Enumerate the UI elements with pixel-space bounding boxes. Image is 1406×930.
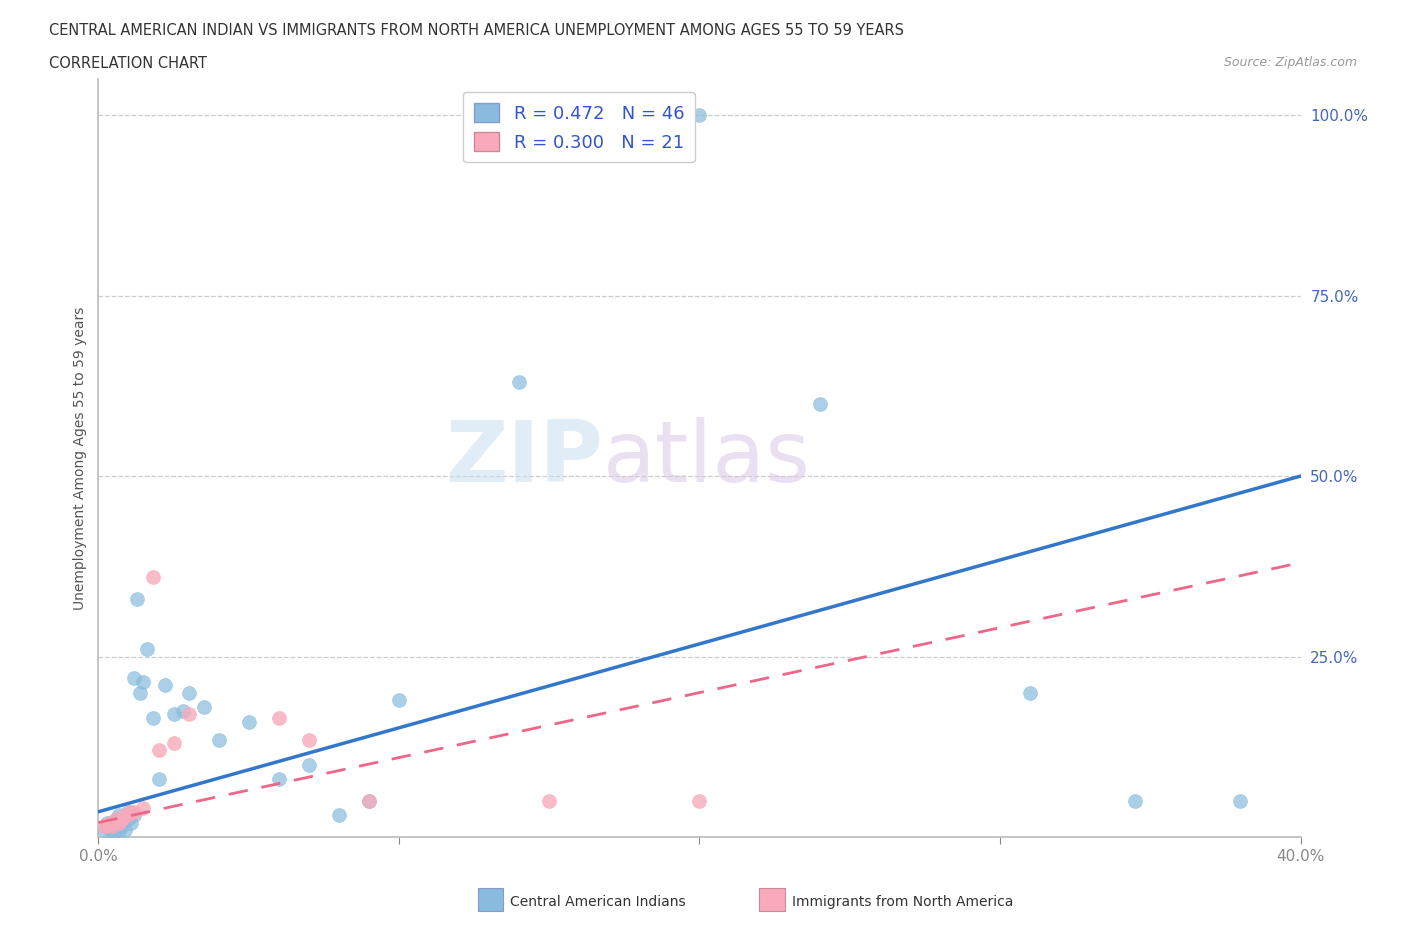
Point [328, 808, 350, 823]
Point [508, 375, 530, 390]
Point [124, 671, 146, 685]
Point [114, 808, 136, 823]
Point [177, 707, 200, 722]
Point [172, 703, 194, 718]
Point [117, 804, 139, 819]
Point [124, 808, 146, 823]
Point [177, 685, 200, 700]
Point [108, 822, 131, 837]
Point [148, 772, 170, 787]
Legend: R = 0.472   N = 46, R = 0.300   N = 21: R = 0.472 N = 46, R = 0.300 N = 21 [463, 92, 696, 163]
Point [124, 804, 146, 819]
Text: ZIP: ZIP [446, 417, 603, 499]
Point [105, 818, 128, 833]
Point [121, 815, 143, 830]
Y-axis label: Unemployment Among Ages 55 to 59 years: Unemployment Among Ages 55 to 59 years [73, 306, 87, 610]
Point [93, 822, 115, 837]
Point [298, 732, 321, 747]
Point [96, 818, 118, 833]
Point [96, 818, 118, 833]
Text: CENTRAL AMERICAN INDIAN VS IMMIGRANTS FROM NORTH AMERICA UNEMPLOYMENT AMONG AGES: CENTRAL AMERICAN INDIAN VS IMMIGRANTS FR… [49, 23, 904, 38]
Point [1229, 793, 1251, 808]
Point [689, 108, 711, 123]
Point [1123, 793, 1146, 808]
Point [111, 812, 134, 827]
Point [103, 818, 125, 833]
Point [96, 815, 118, 830]
Point [162, 736, 184, 751]
Point [105, 812, 128, 827]
Point [93, 818, 115, 833]
Point [267, 711, 290, 725]
Text: CORRELATION CHART: CORRELATION CHART [49, 56, 207, 71]
Point [117, 812, 139, 827]
Point [111, 815, 134, 830]
Point [298, 757, 321, 772]
Point [108, 815, 131, 830]
Text: atlas: atlas [603, 417, 811, 499]
Point [538, 793, 561, 808]
Point [108, 815, 131, 830]
Point [208, 732, 231, 747]
Text: Source: ZipAtlas.com: Source: ZipAtlas.com [1223, 56, 1357, 69]
Text: Immigrants from North America: Immigrants from North America [792, 895, 1012, 910]
Point [238, 714, 260, 729]
Point [114, 812, 136, 827]
Point [388, 693, 411, 708]
Point [103, 818, 125, 833]
Point [117, 808, 139, 823]
Point [153, 678, 176, 693]
Point [135, 642, 157, 657]
Point [141, 570, 163, 585]
Point [357, 793, 380, 808]
Point [267, 772, 290, 787]
Point [808, 396, 831, 411]
Text: Central American Indians: Central American Indians [510, 895, 686, 910]
Point [162, 707, 184, 722]
Point [105, 812, 128, 827]
Point [103, 815, 125, 830]
Point [100, 815, 122, 830]
Point [193, 699, 215, 714]
Point [148, 743, 170, 758]
Point [111, 818, 134, 833]
Point [132, 801, 155, 816]
Point [100, 822, 122, 837]
Point [1019, 685, 1042, 700]
Point [121, 804, 143, 819]
Point [114, 822, 136, 837]
Point [129, 685, 152, 700]
Point [100, 815, 122, 830]
Point [103, 826, 125, 841]
Point [108, 808, 131, 823]
Point [132, 674, 155, 689]
Point [357, 793, 380, 808]
Point [127, 591, 149, 606]
Point [141, 711, 163, 725]
Point [689, 793, 711, 808]
